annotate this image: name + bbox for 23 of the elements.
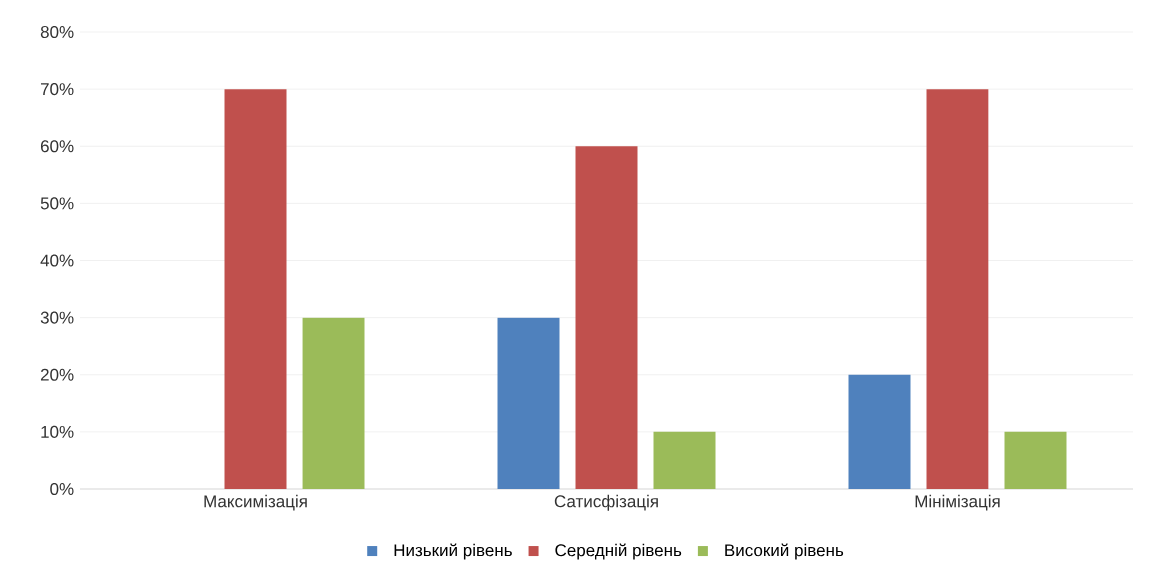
y-tick-label: 60% <box>40 140 74 153</box>
y-tick-label: 40% <box>40 254 74 267</box>
y-tick-label: 50% <box>40 197 74 210</box>
y-tick-label: 30% <box>40 311 74 324</box>
bar <box>848 374 911 489</box>
x-tick-label: Сатисфізація <box>554 494 658 511</box>
bar <box>497 317 560 489</box>
bar <box>224 89 287 489</box>
y-tick-label: 80% <box>40 25 74 39</box>
x-tick-label: Максимізація <box>204 494 307 511</box>
legend-label: Високий рівень <box>725 543 844 560</box>
bar <box>1004 431 1067 489</box>
y-tick-label: 20% <box>40 368 74 381</box>
y-tick-label: 0% <box>50 482 74 496</box>
y-tick-label: 10% <box>41 425 74 438</box>
bar <box>653 431 716 489</box>
x-tick-label: Мінімізація <box>915 494 1000 511</box>
bar <box>926 89 989 489</box>
legend-label: Середній рівень <box>555 543 682 560</box>
legend-label: Низький рівень <box>394 543 512 560</box>
bar <box>302 317 365 489</box>
bar <box>575 146 638 489</box>
y-tick-label: 70% <box>40 83 74 96</box>
